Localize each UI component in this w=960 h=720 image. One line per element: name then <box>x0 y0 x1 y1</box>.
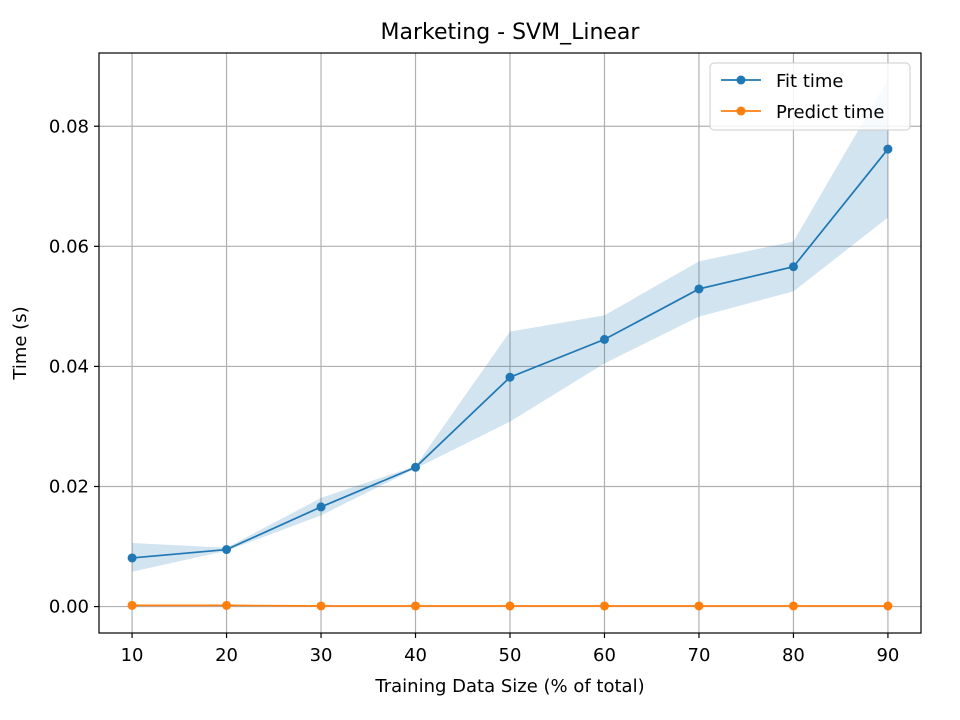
y-tick-label-3: 0.06 <box>49 236 89 257</box>
predict-time-point-3 <box>411 601 421 611</box>
fit-time-point-1 <box>222 545 232 555</box>
predict-time-point-0 <box>127 600 137 610</box>
predict-time-point-1 <box>222 600 232 610</box>
predict-time-point-4 <box>505 601 515 611</box>
x-tick-label-8: 90 <box>876 645 899 666</box>
predict-time-point-5 <box>599 601 609 611</box>
axis-ticks: 10 20 30 40 50 60 70 80 90 0.00 0.02 0.04 0.06 0.08 <box>49 116 899 666</box>
fit-time-point-8 <box>883 144 893 154</box>
x-tick-label-5: 60 <box>593 645 616 666</box>
predict-time-point-8 <box>883 601 893 611</box>
y-axis-label: Time (s) <box>10 306 31 380</box>
chart-title: Marketing - SVM_Linear <box>381 20 641 45</box>
fit-time-point-6 <box>694 284 704 294</box>
x-tick-label-2: 30 <box>310 645 333 666</box>
predict-time-point-6 <box>694 601 704 611</box>
y-tick-label-0: 0.00 <box>49 597 89 618</box>
fit-time-point-0 <box>127 553 137 563</box>
legend-predict-time-label: Predict time <box>776 102 884 123</box>
legend: Fit time Predict time <box>709 62 911 131</box>
predict-time-point-2 <box>316 601 326 611</box>
fit-time-point-3 <box>411 462 421 472</box>
fit-time-point-5 <box>599 334 609 344</box>
x-tick-label-0: 10 <box>121 645 144 666</box>
x-tick-label-1: 20 <box>215 645 238 666</box>
legend-fit-time-label: Fit time <box>776 71 844 92</box>
x-tick-label-3: 40 <box>404 645 427 666</box>
series-lines <box>127 144 893 611</box>
legend-fit-time-marker <box>736 75 746 85</box>
x-tick-label-4: 50 <box>499 645 522 666</box>
y-tick-label-4: 0.08 <box>49 116 89 137</box>
y-tick-label-1: 0.02 <box>49 476 89 497</box>
fit-time-point-2 <box>316 502 326 512</box>
x-tick-label-6: 70 <box>688 645 711 666</box>
y-tick-label-2: 0.04 <box>49 356 89 377</box>
predict-time-point-7 <box>788 601 798 611</box>
fit-time-point-4 <box>505 372 515 382</box>
fit-time-point-7 <box>788 262 798 272</box>
legend-predict-time-marker <box>736 106 746 116</box>
x-axis-label: Training Data Size (% of total) <box>374 676 644 697</box>
x-tick-label-7: 80 <box>782 645 805 666</box>
